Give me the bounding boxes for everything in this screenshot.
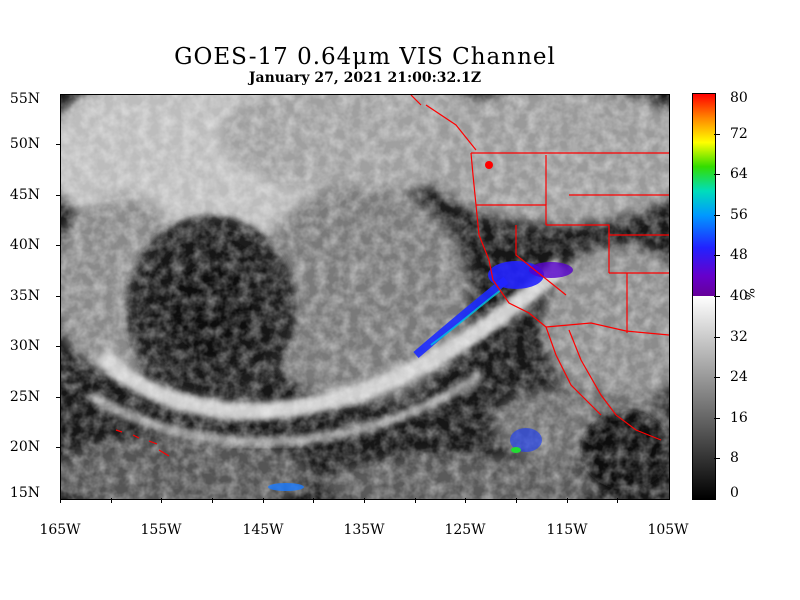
lat-tick (56, 296, 61, 297)
lat-tick (56, 447, 61, 448)
colorbar-label-80: 80 (730, 90, 748, 106)
lat-label-35n: 35N (9, 288, 40, 304)
lon-label-115w: 115W (546, 522, 588, 538)
lat-tick (56, 397, 61, 398)
lat-tick (56, 346, 61, 347)
lat-tick (56, 245, 61, 246)
lat-tick (56, 144, 61, 145)
colorbar-label-56: 56 (730, 207, 748, 223)
lat-label-45n: 45N (9, 187, 40, 203)
lat-label-50n: 50N (9, 136, 40, 152)
colorbar-label-16: 16 (730, 410, 748, 426)
colorbar-label-8: 8 (730, 450, 739, 466)
colorbar-label-0: 0 (730, 485, 739, 501)
lat-label-40n: 40N (9, 237, 40, 253)
lon-label-125w: 125W (444, 522, 486, 538)
chart-title: GOES-17 0.64μm VIS Channel (174, 44, 556, 70)
lon-tick (617, 498, 618, 503)
colorbar-unit: % (741, 288, 756, 301)
colorbar-label-40: 40 (730, 288, 748, 304)
colorbar-label-72: 72 (730, 126, 748, 142)
colorbar-tick (714, 215, 720, 216)
colorbar-tick (714, 174, 720, 175)
colorbar-gray-segment (693, 296, 715, 499)
lon-tick (567, 498, 568, 503)
lon-tick (111, 498, 112, 503)
colorbar-label-24: 24 (730, 369, 748, 385)
lon-label-165w: 165W (39, 522, 81, 538)
lon-label-155w: 155W (140, 522, 182, 538)
lon-label-135w: 135W (343, 522, 385, 538)
colorbar-tick (714, 418, 720, 419)
colorbar-label-32: 32 (730, 329, 748, 345)
lon-label-105w: 105W (647, 522, 689, 538)
lat-tick (56, 195, 61, 196)
timestamp: January 27, 2021 21:00:32.1Z (248, 70, 482, 86)
colorbar-tick (714, 255, 720, 256)
lon-tick (364, 498, 365, 503)
lon-tick (415, 498, 416, 503)
lon-label-145w: 145W (242, 522, 284, 538)
satellite-imagery-svg (61, 95, 669, 499)
lat-label-20n: 20N (9, 439, 40, 455)
colorbar-color-segment (693, 94, 715, 296)
colorbar-label-64: 64 (730, 166, 748, 182)
colorbar-label-48: 48 (730, 247, 748, 263)
lat-label-30n: 30N (9, 338, 40, 354)
lat-label-15n: 15N (9, 485, 40, 501)
lon-tick (516, 498, 517, 503)
political-boundaries (115, 95, 669, 457)
colorbar-tick (714, 134, 720, 135)
satellite-image (60, 94, 670, 500)
lon-tick (161, 498, 162, 503)
colorbar-tick (714, 337, 720, 338)
lat-label-25n: 25N (9, 389, 40, 405)
lon-tick (465, 498, 466, 503)
lon-tick (212, 498, 213, 503)
colorbar (692, 93, 716, 500)
colorbar-tick (714, 458, 720, 459)
lat-label-55n: 55N (9, 91, 40, 107)
lon-tick (60, 498, 61, 503)
lon-tick (313, 498, 314, 503)
colorbar-tick (714, 296, 720, 297)
colorbar-tick (714, 377, 720, 378)
lon-tick (263, 498, 264, 503)
